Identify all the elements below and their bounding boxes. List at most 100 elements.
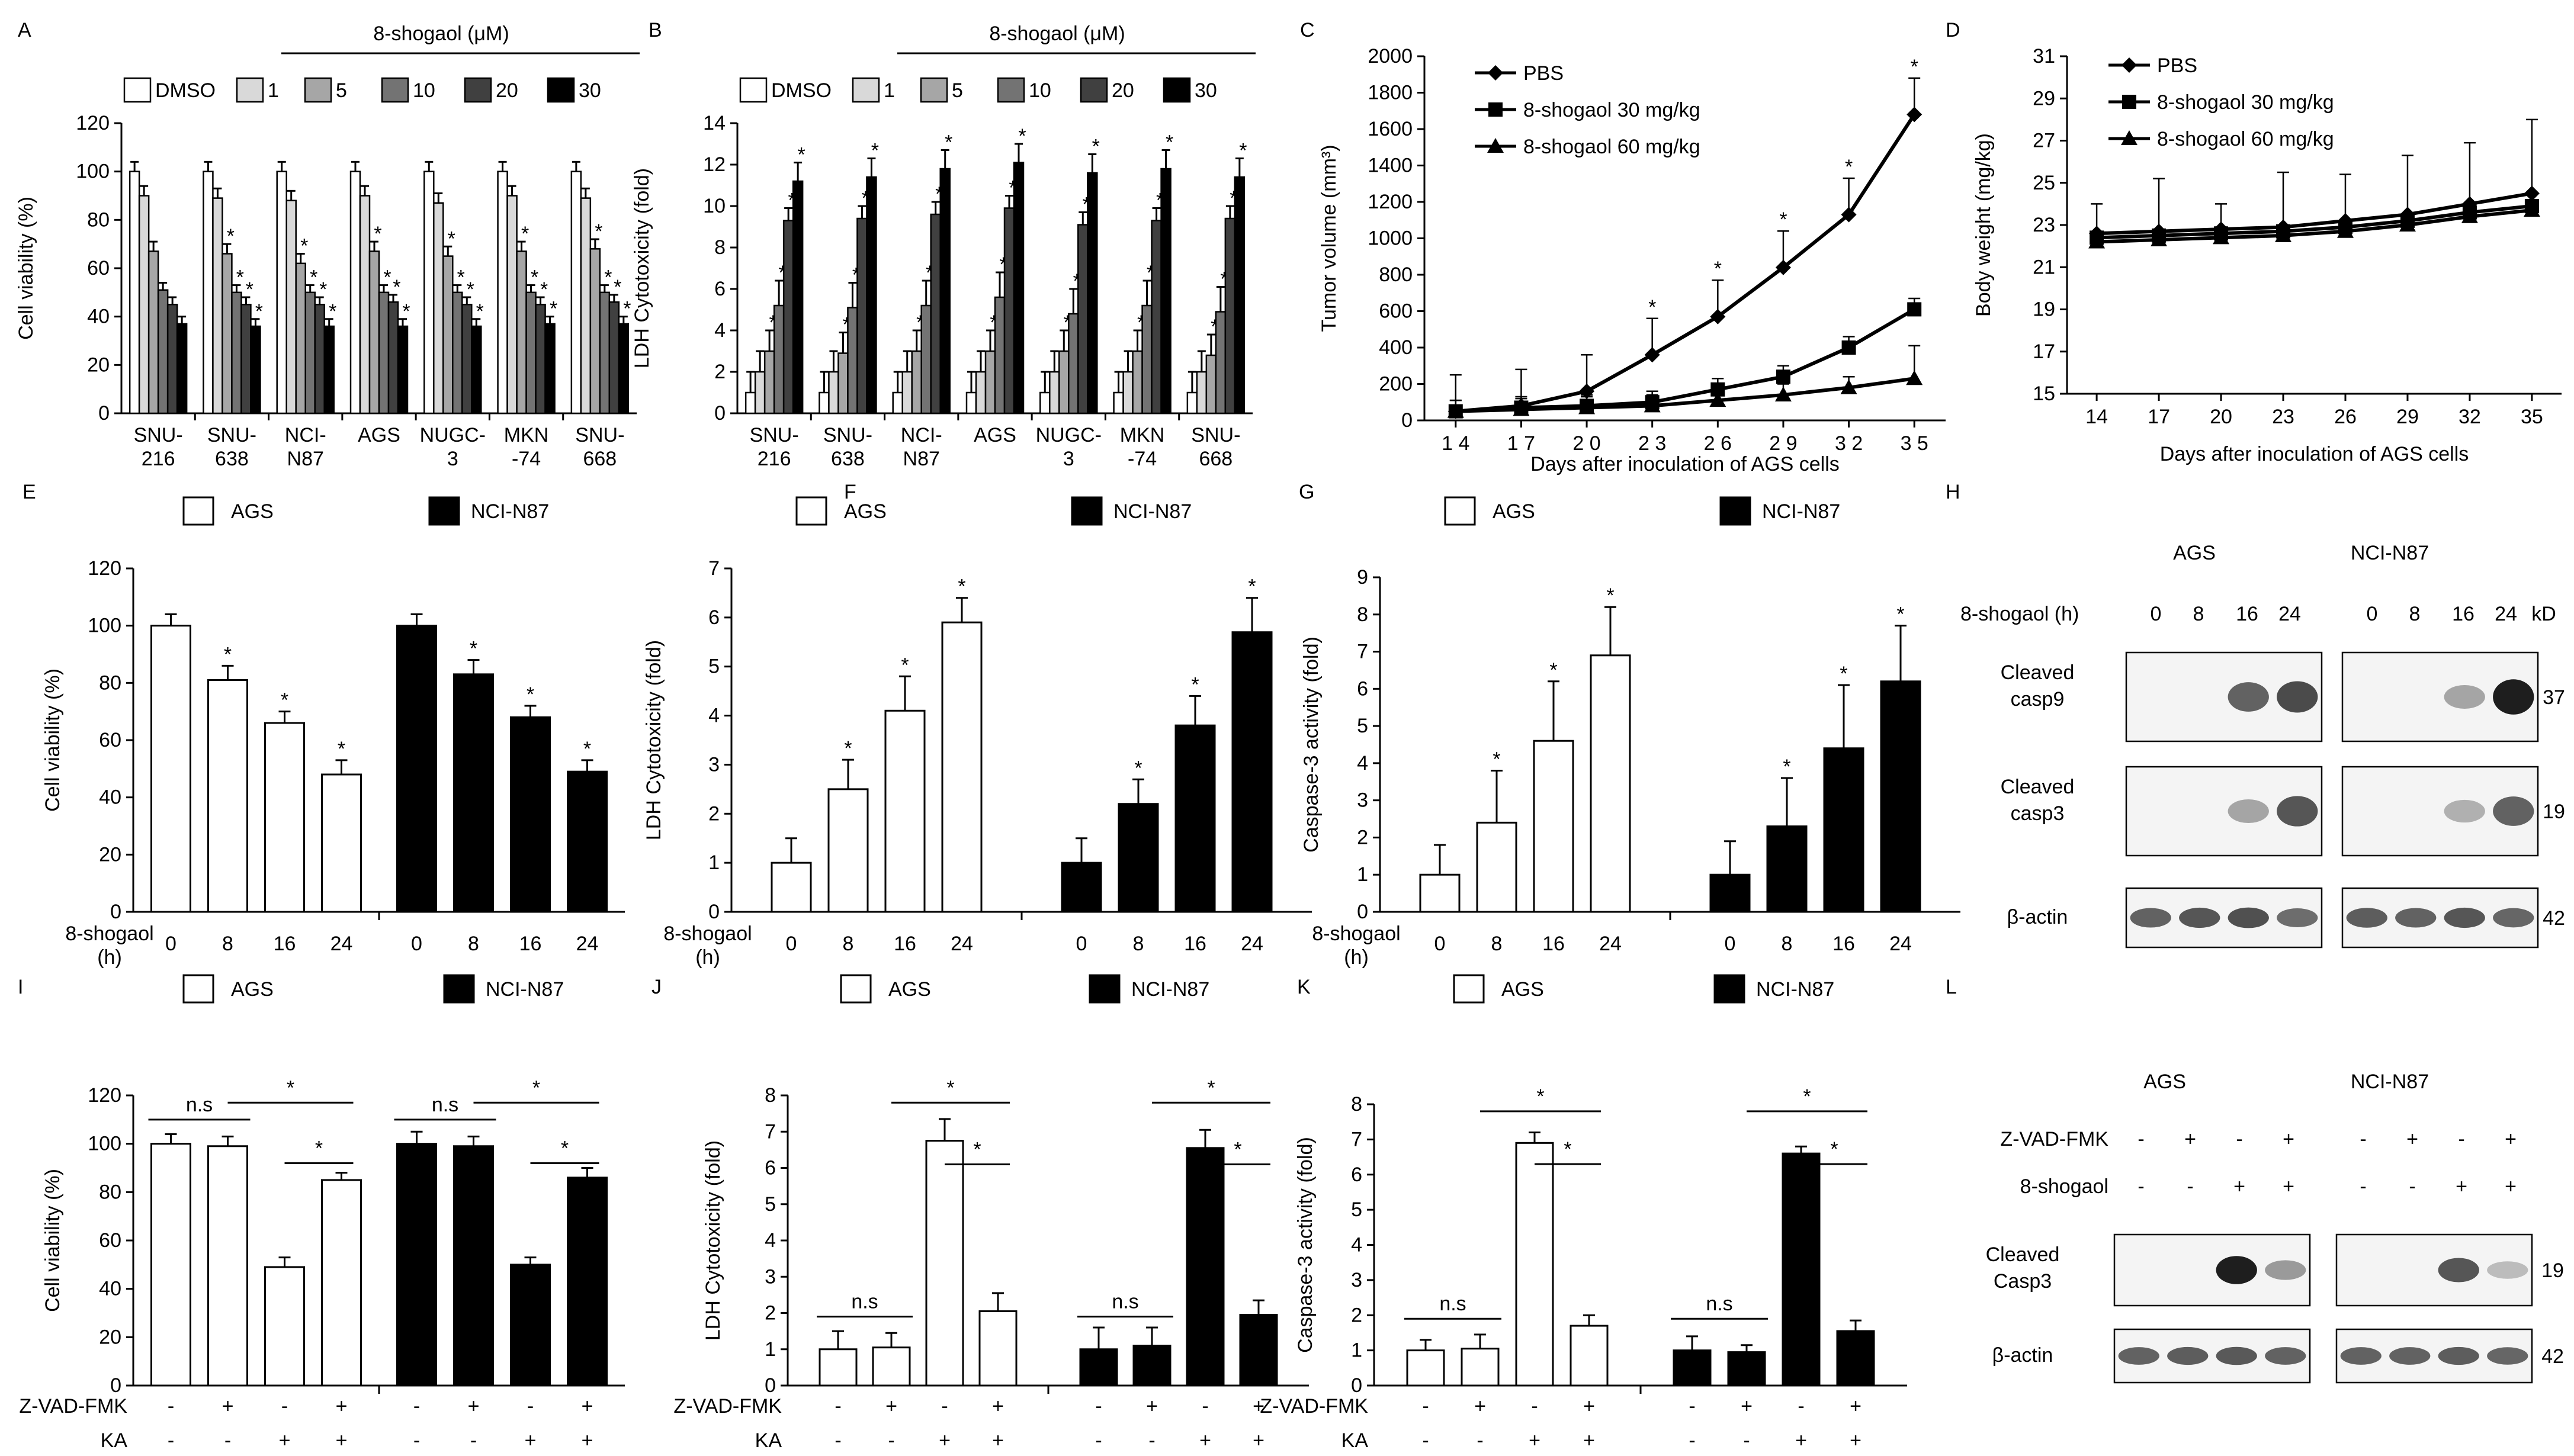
x-tick-label-G: 24	[1889, 933, 1912, 955]
marker-D-2	[2337, 223, 2354, 238]
significance-label-I: *	[315, 1137, 323, 1159]
y-tick-label-C: 0	[1401, 409, 1413, 432]
bar-I-AGS-0	[150, 1143, 191, 1387]
bar-J-NCI-N87-0	[1079, 1348, 1118, 1387]
blot-H-2-0-band	[2130, 908, 2171, 928]
blot-treatment-label-H: 8-shogaol (h)	[1960, 603, 2079, 625]
blot-row-label-L: Cleaved	[1986, 1243, 2060, 1266]
y-tick-label-E: 80	[99, 671, 121, 694]
x-tick-label-B: 216	[758, 448, 791, 470]
marker-C-2	[1906, 370, 1923, 385]
y-tick-label-I: 60	[99, 1229, 121, 1252]
bar-B-NCI-N87-10	[920, 304, 932, 414]
y-tick-label-D: 23	[2033, 214, 2055, 236]
panel-letter-A: A	[18, 19, 31, 41]
condition-mark-K: +	[1795, 1429, 1807, 1452]
bar-B-AGS-5	[984, 350, 996, 414]
significance-star-F: *	[1191, 673, 1199, 696]
legend-swatch-A-20	[464, 77, 492, 103]
bar-A-AGS-DMSO	[349, 171, 361, 414]
marker-D-2	[2088, 233, 2106, 249]
x-tick-label-D: 14	[2085, 406, 2108, 428]
x-tick-label-G: 0	[1725, 933, 1736, 955]
y-tick-label-D: 19	[2033, 298, 2055, 321]
bar-A-SNU-216-10	[157, 289, 169, 414]
bar-K-NCI-N87-1	[1727, 1351, 1766, 1387]
blot-condition-mark-L: +	[2505, 1128, 2517, 1150]
significance-star-E: *	[583, 738, 591, 760]
x-axis-title-E: (h)	[97, 946, 122, 969]
y-axis-label-D: Body weight (mg/kg)	[1972, 133, 1995, 317]
significance-label-K: *	[1536, 1085, 1544, 1108]
series-line-D-2	[2096, 208, 2533, 244]
blot-H-2-1-band	[2395, 908, 2437, 928]
significance-star-F: *	[958, 576, 965, 598]
significance-star-C: *	[1779, 208, 1787, 231]
series-line-D-1	[2096, 204, 2533, 240]
bar-K-NCI-N87-3	[1836, 1330, 1875, 1387]
significance-star-B: *	[1239, 140, 1247, 162]
y-tick-label-D: 29	[2033, 87, 2055, 110]
bar-B-SNU-668-5	[1205, 354, 1217, 414]
series-line-C-2	[1455, 377, 1915, 413]
bar-B-MKN-74-1	[1122, 371, 1134, 414]
y-tick-label-B: 6	[714, 278, 726, 300]
significance-star-A: *	[402, 300, 410, 323]
x-tick-label-B: SNU-	[750, 424, 799, 446]
panel-letter-L: L	[1946, 976, 1957, 998]
legend-swatch-F-AGS	[795, 496, 827, 526]
significance-star-F: *	[1134, 757, 1142, 779]
blot-H-2-1-band	[2444, 907, 2485, 928]
x-tick-label-A: NUGC-	[420, 424, 486, 446]
bar-B-SNU-638-DMSO	[819, 391, 830, 414]
blot-time-label-H: 16	[2236, 603, 2258, 625]
blot-H-0-1-band	[2444, 685, 2485, 709]
condition-mark-K: -	[1477, 1429, 1483, 1452]
x-tick-label-C: 3 5	[1901, 432, 1928, 455]
bar-I-AGS-2	[264, 1266, 305, 1387]
condition-mark-K: -	[1798, 1395, 1804, 1418]
legend-label-J-NCI-N87: NCI-N87	[1131, 978, 1209, 1001]
significance-star-A: *	[521, 223, 529, 245]
significance-star-G: *	[1840, 663, 1847, 685]
bar-F-AGS-1	[827, 788, 869, 913]
y-axis-label-F: LDH Cytotoxicity (fold)	[643, 640, 665, 840]
y-tick-label-E: 0	[110, 901, 121, 923]
bar-I-NCI-N87-0	[396, 1143, 437, 1387]
marker-C-2	[1709, 392, 1726, 407]
bar-J-NCI-N87-3	[1239, 1314, 1278, 1387]
blot-H-1-1-band	[2444, 799, 2485, 823]
x-tick-label-F: 16	[894, 933, 916, 955]
y-tick-label-I: 80	[99, 1181, 121, 1203]
bar-A-NCI-N87-5	[295, 262, 306, 414]
bar-A-SNU-216-DMSO	[129, 171, 140, 414]
x-tick-label-E: 0	[165, 933, 176, 955]
y-tick-label-K: 3	[1351, 1269, 1362, 1291]
significance-star-F: *	[901, 654, 909, 676]
bar-A-AGS-30	[397, 325, 409, 414]
bar-J-NCI-N87-2	[1186, 1147, 1225, 1387]
blot-L-1-1-band	[2487, 1347, 2528, 1365]
bar-F-AGS-0	[771, 862, 812, 913]
significance-label-I: *	[287, 1076, 294, 1099]
bar-B-SNU-668-DMSO	[1186, 391, 1198, 414]
legend-marker-D-1	[2122, 95, 2136, 109]
y-tick-label-G: 4	[1357, 752, 1368, 774]
significance-star-G: *	[1493, 748, 1500, 770]
y-tick-label-D: 21	[2033, 256, 2055, 278]
x-tick-label-B: 668	[1199, 448, 1233, 470]
blot-condition-label-L: Z-VAD-FMK	[2000, 1128, 2108, 1150]
bar-J-AGS-3	[978, 1310, 1018, 1387]
significance-star-A: *	[476, 300, 484, 323]
y-tick-label-A: 80	[87, 208, 110, 231]
condition-mark-I: +	[582, 1429, 593, 1452]
x-tick-label-C: 2 0	[1572, 432, 1600, 455]
blot-condition-mark-L: -	[2137, 1128, 2144, 1150]
legend-swatch-G-AGS	[1444, 496, 1476, 526]
bar-K-AGS-1	[1461, 1348, 1500, 1387]
condition-mark-I: +	[279, 1429, 291, 1452]
condition-mark-K: -	[1689, 1429, 1695, 1452]
bar-B-SNU-216-30	[792, 180, 804, 414]
y-tick-label-G: 6	[1357, 677, 1368, 700]
x-tick-label-F: 0	[1076, 933, 1087, 955]
